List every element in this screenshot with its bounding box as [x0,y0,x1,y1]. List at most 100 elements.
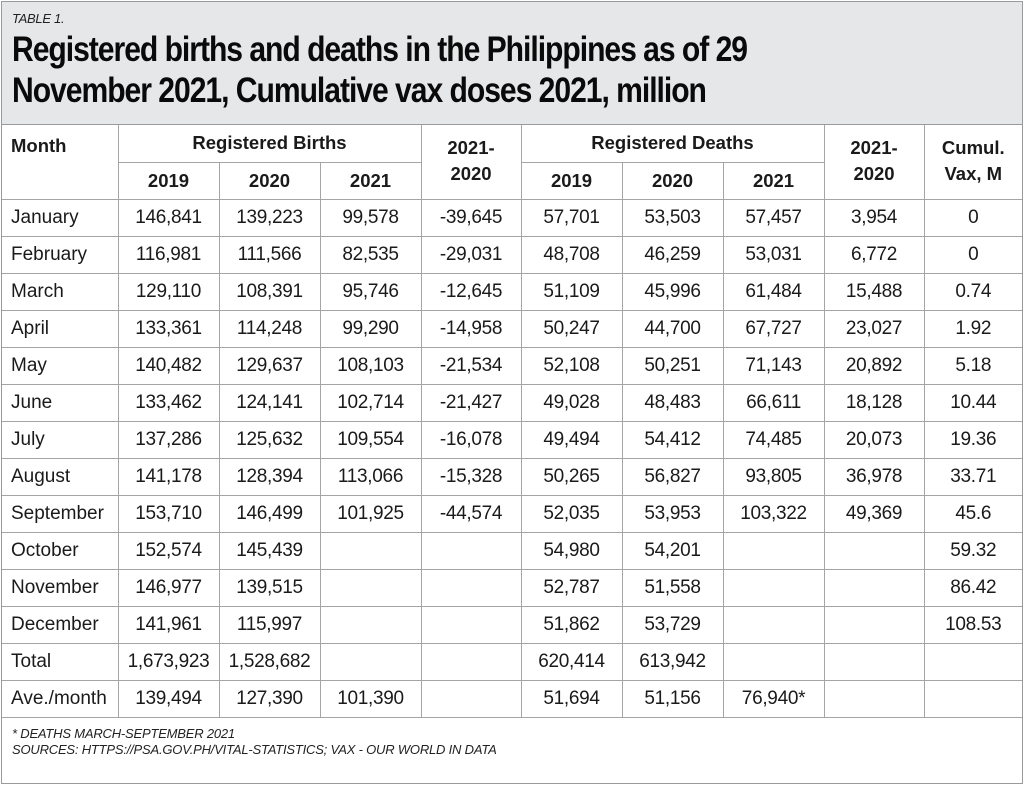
deaths-2019-cell: 49,494 [520,420,623,459]
deaths-2019-cell: 52,787 [520,568,623,607]
births-2021-cell: 101,925 [319,494,422,533]
vax-cell: 86.42 [923,568,1023,607]
births-diff-cell [420,568,522,607]
vax-cell: 19.36 [923,420,1023,459]
month-cell: August [2,457,119,496]
month-cell: Total [2,642,119,681]
deaths-2020-cell: 54,412 [621,420,724,459]
births-2020-cell: 128,394 [218,457,321,496]
births-2021-cell: 101,390 [319,679,422,718]
deaths-group-header: Registered Deaths [520,125,825,163]
births-2020-cell: 127,390 [218,679,321,718]
month-cell: November [2,568,119,607]
births-2020-cell: 146,499 [218,494,321,533]
births-2019-cell: 137,286 [117,420,220,459]
deaths-2020-cell: 53,503 [621,199,724,237]
table-row: June 133,462 124,141 102,714 -21,427 49,028 48… [2,383,1023,422]
births-2021-cell: 99,290 [319,309,422,348]
month-cell: January [2,199,119,237]
deaths-2021-cell: 53,031 [722,235,825,274]
deaths-2021-cell [722,642,825,681]
deaths-2021-cell: 61,484 [722,272,825,311]
deaths-diff-cell: 20,892 [823,346,925,385]
month-cell: June [2,383,119,422]
table-title: Registered births and deaths in the Phil… [12,29,1010,111]
deaths-2021-cell: 76,940* [722,679,825,718]
table-row: Total 1,673,923 1,528,682 620,414 613,942 [2,642,1023,681]
births-2020-header: 2020 [218,161,321,200]
births-2021-cell: 108,103 [319,346,422,385]
births-group-header: Registered Births [117,125,422,163]
vax-cell: 0 [923,235,1023,274]
vax-cell: 0.74 [923,272,1023,311]
births-2019-cell: 133,361 [117,309,220,348]
deaths-2019-cell: 57,701 [520,199,623,237]
deaths-diff-cell [823,679,925,718]
deaths-2019-cell: 51,862 [520,605,623,644]
footnote: * DEATHS MARCH-SEPTEMBER 2021 [12,725,235,741]
births-diff-cell: -16,078 [420,420,522,459]
header-row-1: Month Registered Births 2021- 2020 Regist… [2,125,1023,200]
data-table: Month Registered Births 2021- 2020 Regist… [2,125,1023,718]
deaths-2020-cell: 56,827 [621,457,724,496]
deaths-diff-cell [823,642,925,681]
table-label: TABLE 1. [12,11,65,26]
deaths-2019-cell: 620,414 [520,642,623,681]
deaths-2019-cell: 51,109 [520,272,623,311]
births-diff-cell: -44,574 [420,494,522,533]
deaths-2020-cell: 45,996 [621,272,724,311]
month-cell: February [2,235,119,274]
births-2019-cell: 153,710 [117,494,220,533]
table-row: November 146,977 139,515 52,787 51,558 86.42 [2,568,1023,607]
deaths-2021-cell: 103,322 [722,494,825,533]
deaths-diff-cell: 36,978 [823,457,925,496]
vax-cell: 59.32 [923,531,1023,570]
table-footer: * DEATHS MARCH-SEPTEMBER 2021 SOURCES: H… [2,718,1022,758]
births-diff-cell [420,605,522,644]
deaths-2020-cell: 46,259 [621,235,724,274]
deaths-diff-cell: 3,954 [823,199,925,237]
births-2021-cell: 102,714 [319,383,422,422]
births-diff-cell: -14,958 [420,309,522,348]
vax-cell: 108.53 [923,605,1023,644]
table-row: August 141,178 128,394 113,066 -15,328 50,265… [2,457,1023,496]
deaths-diff-cell [823,605,925,644]
births-2019-cell: 133,462 [117,383,220,422]
births-2020-cell: 139,515 [218,568,321,607]
births-2019-cell: 146,841 [117,199,220,237]
month-cell: July [2,420,119,459]
deaths-2019-cell: 54,980 [520,531,623,570]
table-row: Ave./month 139,494 127,390 101,390 51,694 51,… [2,679,1023,718]
table-row: July 137,286 125,632 109,554 -16,078 49,494 54… [2,420,1023,459]
month-cell: December [2,605,119,644]
deaths-2019-cell: 52,035 [520,494,623,533]
vax-header: Cumul. Vax, M [923,125,1023,200]
births-diff-cell: -12,645 [420,272,522,311]
deaths-diff-cell [823,531,925,570]
month-cell: Ave./month [2,679,119,718]
deaths-2021-cell [722,568,825,607]
deaths-2020-cell: 613,942 [621,642,724,681]
deaths-diff-cell: 49,369 [823,494,925,533]
births-2019-cell: 129,110 [117,272,220,311]
vax-cell: 5.18 [923,346,1023,385]
births-2020-cell: 125,632 [218,420,321,459]
deaths-2019-cell: 52,108 [520,346,623,385]
month-header: Month [2,125,119,200]
births-diff-header: 2021- 2020 [420,125,522,200]
births-2019-header: 2019 [118,161,220,200]
deaths-2019-header: 2019 [520,161,623,200]
vax-cell [923,642,1023,681]
month-cell: April [2,309,119,348]
births-diff-cell: -39,645 [420,199,522,237]
table-row: December 141,961 115,997 51,862 53,729 108.53 [2,605,1023,644]
births-2021-cell: 82,535 [319,235,422,274]
births-2019-cell: 152,574 [117,531,220,570]
births-2020-cell: 115,997 [218,605,321,644]
vax-cell: 10.44 [923,383,1023,422]
births-2019-cell: 116,981 [117,235,220,274]
births-2019-cell: 146,977 [117,568,220,607]
deaths-2019-cell: 50,247 [520,309,623,348]
births-2021-cell: 113,066 [319,457,422,496]
